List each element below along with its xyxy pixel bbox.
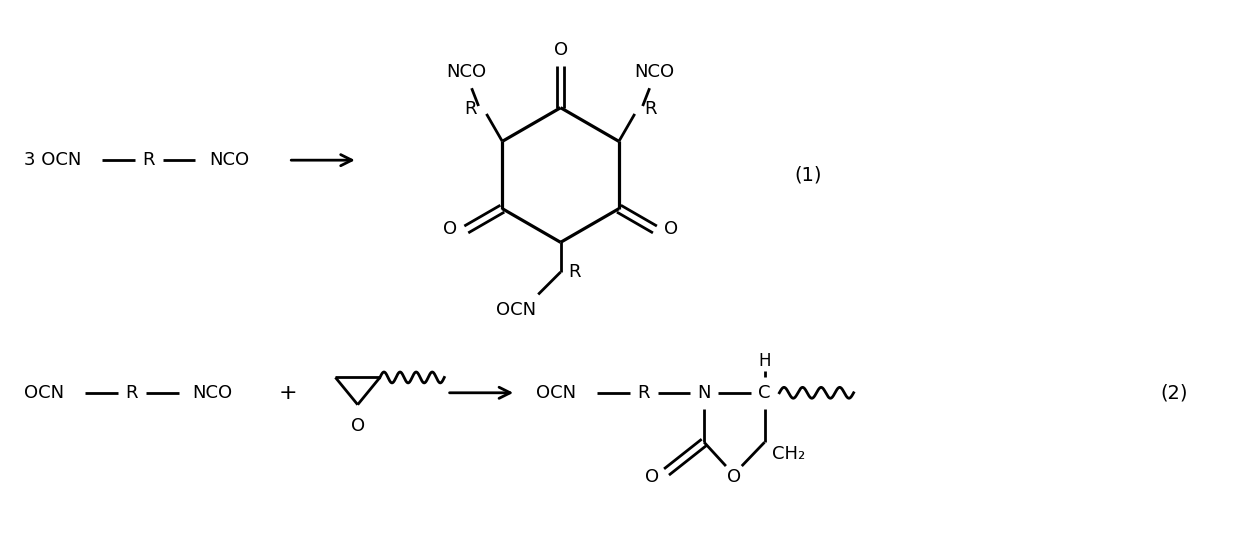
Text: O: O: [663, 221, 678, 238]
Text: (2): (2): [1161, 383, 1188, 402]
Text: N: N: [697, 384, 711, 402]
Text: +: +: [279, 383, 298, 403]
Text: O: O: [351, 417, 365, 435]
Text: OCN: OCN: [24, 384, 64, 402]
Text: OCN: OCN: [496, 301, 537, 320]
Text: (1): (1): [795, 165, 822, 184]
Text: R: R: [143, 151, 155, 169]
Text: R: R: [645, 100, 657, 118]
Text: NCO: NCO: [192, 384, 232, 402]
Text: NCO: NCO: [635, 63, 675, 81]
Text: OCN: OCN: [536, 384, 577, 402]
Text: NCO: NCO: [210, 151, 249, 169]
Text: R: R: [125, 384, 138, 402]
Text: O: O: [553, 41, 568, 59]
Text: O: O: [444, 221, 458, 238]
Text: C: C: [759, 384, 771, 402]
Text: 3 OCN: 3 OCN: [24, 151, 82, 169]
Text: CH₂: CH₂: [771, 445, 805, 463]
Text: R: R: [637, 384, 650, 402]
Text: R: R: [568, 263, 580, 281]
Text: O: O: [727, 468, 740, 486]
Text: NCO: NCO: [446, 63, 487, 81]
Text: O: O: [645, 468, 658, 486]
Text: H: H: [759, 352, 771, 370]
Text: R: R: [464, 100, 476, 118]
